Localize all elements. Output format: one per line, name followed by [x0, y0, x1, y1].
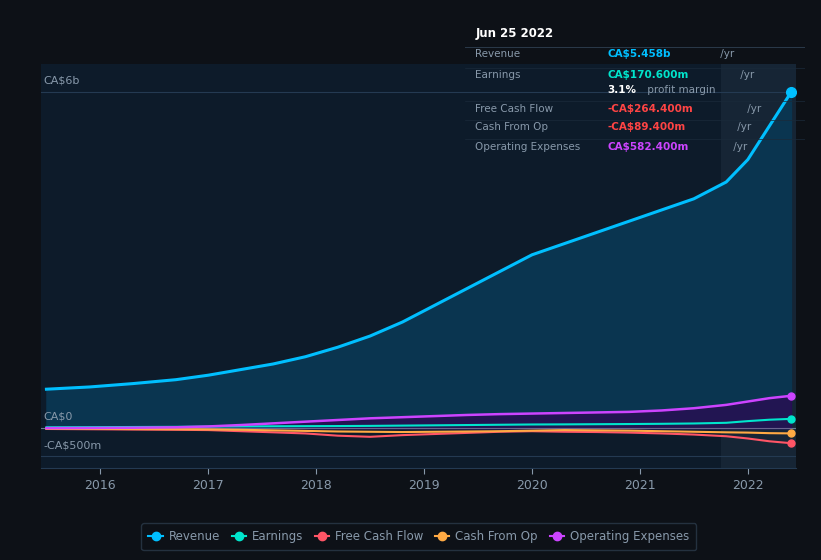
Text: -CA$264.400m: -CA$264.400m: [608, 104, 694, 114]
Text: Operating Expenses: Operating Expenses: [475, 142, 580, 152]
Legend: Revenue, Earnings, Free Cash Flow, Cash From Op, Operating Expenses: Revenue, Earnings, Free Cash Flow, Cash …: [141, 523, 696, 550]
Text: CA$0: CA$0: [44, 412, 72, 422]
Text: /yr: /yr: [744, 104, 761, 114]
Text: -CA$500m: -CA$500m: [44, 441, 102, 451]
Text: CA$582.400m: CA$582.400m: [608, 142, 689, 152]
Text: /yr: /yr: [717, 49, 734, 59]
Text: CA$170.600m: CA$170.600m: [608, 70, 689, 80]
Text: CA$5.458b: CA$5.458b: [608, 49, 672, 59]
Text: profit margin: profit margin: [644, 85, 715, 95]
Text: Cash From Op: Cash From Op: [475, 123, 548, 132]
Text: /yr: /yr: [734, 123, 751, 132]
Bar: [721, 64, 802, 468]
Text: -CA$89.400m: -CA$89.400m: [608, 123, 686, 132]
Text: /yr: /yr: [730, 142, 747, 152]
Text: Jun 25 2022: Jun 25 2022: [475, 27, 553, 40]
Text: 3.1%: 3.1%: [608, 85, 637, 95]
Text: Revenue: Revenue: [475, 49, 521, 59]
Text: CA$6b: CA$6b: [44, 76, 80, 86]
Text: /yr: /yr: [737, 70, 754, 80]
Text: Free Cash Flow: Free Cash Flow: [475, 104, 553, 114]
Text: Earnings: Earnings: [475, 70, 521, 80]
